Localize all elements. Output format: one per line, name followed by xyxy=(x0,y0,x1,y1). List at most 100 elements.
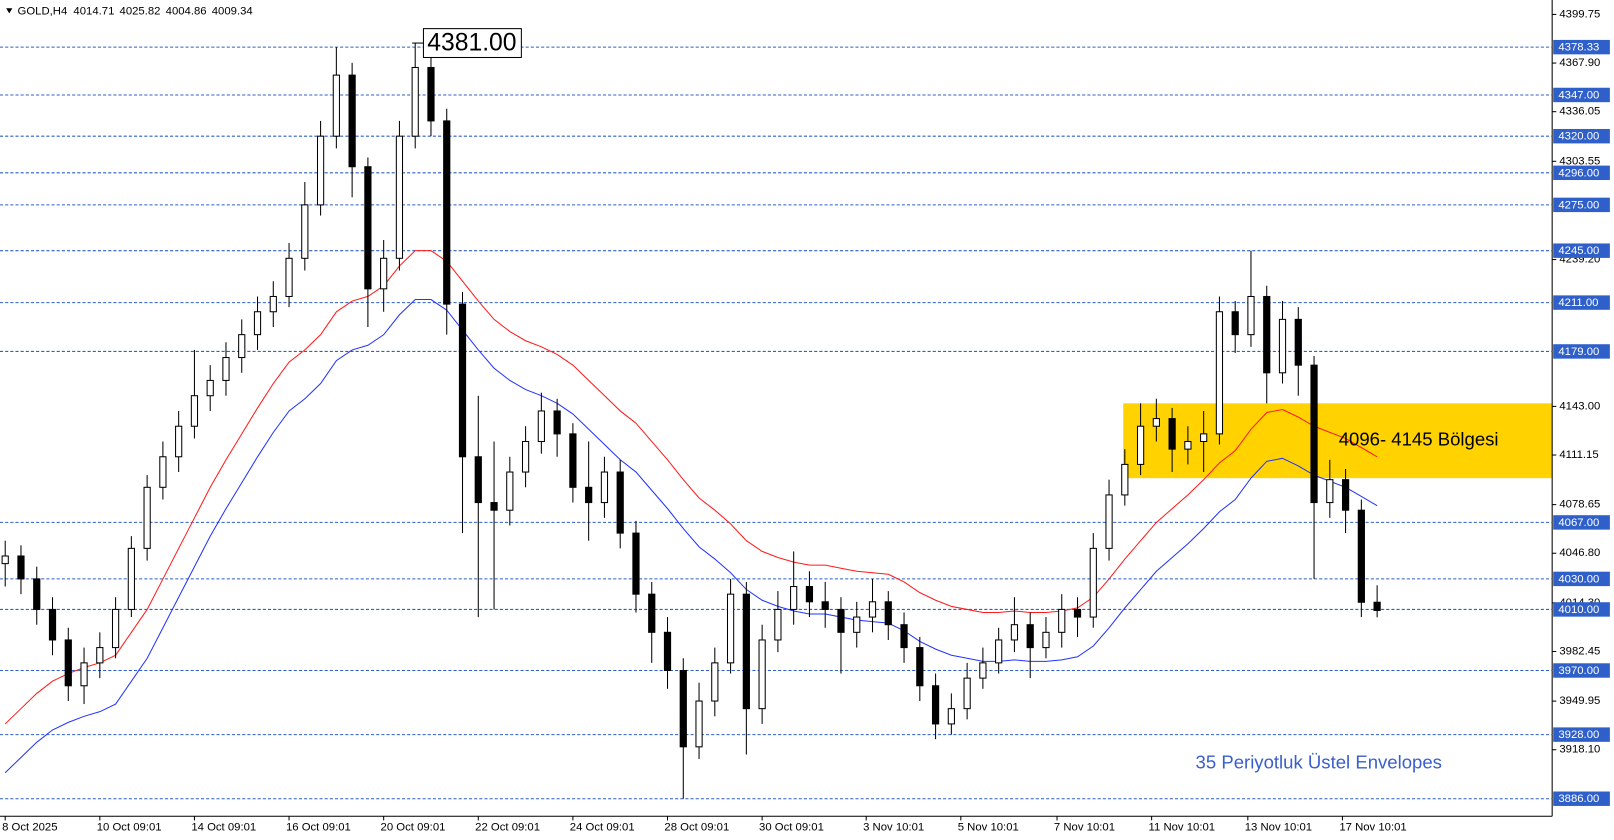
candle-body xyxy=(600,471,609,504)
x-tick-label: 13 Nov 10:01 xyxy=(1245,822,1312,834)
candle-body xyxy=(821,601,829,610)
level-label: 3928.00 xyxy=(1558,729,1599,741)
candle-body xyxy=(663,631,672,672)
x-tick-label: 11 Nov 10:01 xyxy=(1149,822,1216,834)
candle-body xyxy=(1,555,9,565)
level-label: 4296.00 xyxy=(1558,167,1599,179)
candle-body xyxy=(427,66,435,122)
level-label: 4211.00 xyxy=(1558,297,1598,309)
zone-label: 4096- 4145 Bölgesi xyxy=(1339,429,1499,450)
level-label: 4347.00 xyxy=(1558,89,1599,101)
chart-header: GOLD,H4 4014.71 4025.82 4004.86 4009.34 xyxy=(18,5,253,17)
header-low: 4004.86 xyxy=(166,5,207,17)
x-tick-label: 24 Oct 09:01 xyxy=(570,822,635,834)
level-label: 3886.00 xyxy=(1558,793,1599,805)
level-label-bg xyxy=(1553,515,1610,530)
candle-body xyxy=(648,593,656,633)
y-tick-label: 4143.00 xyxy=(1559,400,1600,412)
candle-body xyxy=(1294,318,1302,366)
candle-body xyxy=(1136,425,1145,465)
candle-body xyxy=(868,601,877,618)
header-open: 4014.71 xyxy=(73,5,114,17)
candle-body xyxy=(316,135,325,206)
candle-body xyxy=(222,357,230,381)
y-tick-label: 4078.65 xyxy=(1559,499,1600,511)
candle-body xyxy=(742,593,750,710)
level-label-bg xyxy=(1553,344,1610,359)
level-label: 4010.00 xyxy=(1558,604,1599,616)
x-tick-label: 3 Nov 10:01 xyxy=(863,822,924,834)
candle-body xyxy=(506,471,514,511)
candle-body xyxy=(80,662,88,687)
x-tick-label: 22 Oct 09:01 xyxy=(475,822,540,834)
x-tick-label: 30 Oct 09:01 xyxy=(759,822,824,834)
candle-body xyxy=(490,502,498,511)
y-tick-label: 3949.95 xyxy=(1559,695,1600,707)
level-label-bg xyxy=(1553,571,1610,587)
candle-body xyxy=(616,471,624,534)
y-tick-label: 3918.10 xyxy=(1559,744,1600,756)
candle-body xyxy=(679,669,687,748)
candle-body xyxy=(1042,631,1050,649)
candle-body xyxy=(253,311,262,336)
candle-body xyxy=(443,120,451,305)
candle-body xyxy=(64,639,72,687)
level-label-bg xyxy=(1553,243,1610,258)
note: 35 Periyotluk Üstel Envelopes xyxy=(1196,752,1442,773)
menu-triangle xyxy=(6,8,13,14)
candle-body xyxy=(1200,433,1208,443)
candle-body xyxy=(1073,608,1082,618)
candle-body xyxy=(269,295,277,313)
level-label-bg xyxy=(1553,197,1610,213)
annotation-box xyxy=(422,28,522,59)
x-tick-label: 10 Oct 09:01 xyxy=(97,822,162,834)
candle-body xyxy=(301,204,309,259)
candle-body xyxy=(348,74,356,168)
candle-body xyxy=(1373,601,1381,611)
x-tick-label: 5 Nov 10:01 xyxy=(958,822,1019,834)
candle-body xyxy=(238,334,246,359)
annotation-label: 4381.00 xyxy=(427,30,516,57)
candle-body xyxy=(537,410,545,443)
candle-body xyxy=(521,440,530,473)
x-tick-label: 7 Nov 10:01 xyxy=(1054,822,1115,834)
candle-body xyxy=(1263,295,1271,374)
x-tick-label: 16 Oct 09:01 xyxy=(286,822,351,834)
candle-body xyxy=(711,662,719,702)
candle-body xyxy=(632,532,640,595)
level-label-bg xyxy=(1553,128,1610,144)
y-tick-label: 4367.90 xyxy=(1559,57,1600,69)
level-label: 4378.33 xyxy=(1558,42,1599,54)
candle-body xyxy=(1152,418,1160,427)
candle-body xyxy=(916,647,924,687)
candle-body xyxy=(1026,624,1034,649)
candle-body xyxy=(1184,440,1192,450)
candle-body xyxy=(979,662,987,679)
envelope-line xyxy=(4,299,1378,774)
candle-body xyxy=(853,616,861,633)
candle-body xyxy=(380,257,388,290)
candle-body xyxy=(1215,311,1224,435)
y-tick-label: 4336.05 xyxy=(1559,106,1600,118)
candle-body xyxy=(33,578,41,610)
candle-body xyxy=(206,379,214,397)
candle-body xyxy=(474,456,482,504)
candle-body xyxy=(1231,311,1239,336)
y-tick-label: 4111.15 xyxy=(1559,449,1598,461)
candle-body xyxy=(884,601,892,626)
candle-body xyxy=(111,608,120,649)
level-label: 4030.00 xyxy=(1558,573,1599,585)
candle-body xyxy=(175,425,183,458)
candle-body xyxy=(1357,509,1365,603)
candle-body xyxy=(1010,624,1019,641)
candle-body xyxy=(805,586,814,603)
candle-body xyxy=(553,410,561,435)
candle-body xyxy=(1326,479,1334,504)
y-tick-label: 4239.20 xyxy=(1559,254,1600,266)
level-label-bg xyxy=(1553,295,1610,310)
candle-body xyxy=(332,74,340,137)
candle-body xyxy=(758,639,766,710)
level-label: 4245.00 xyxy=(1558,245,1599,257)
